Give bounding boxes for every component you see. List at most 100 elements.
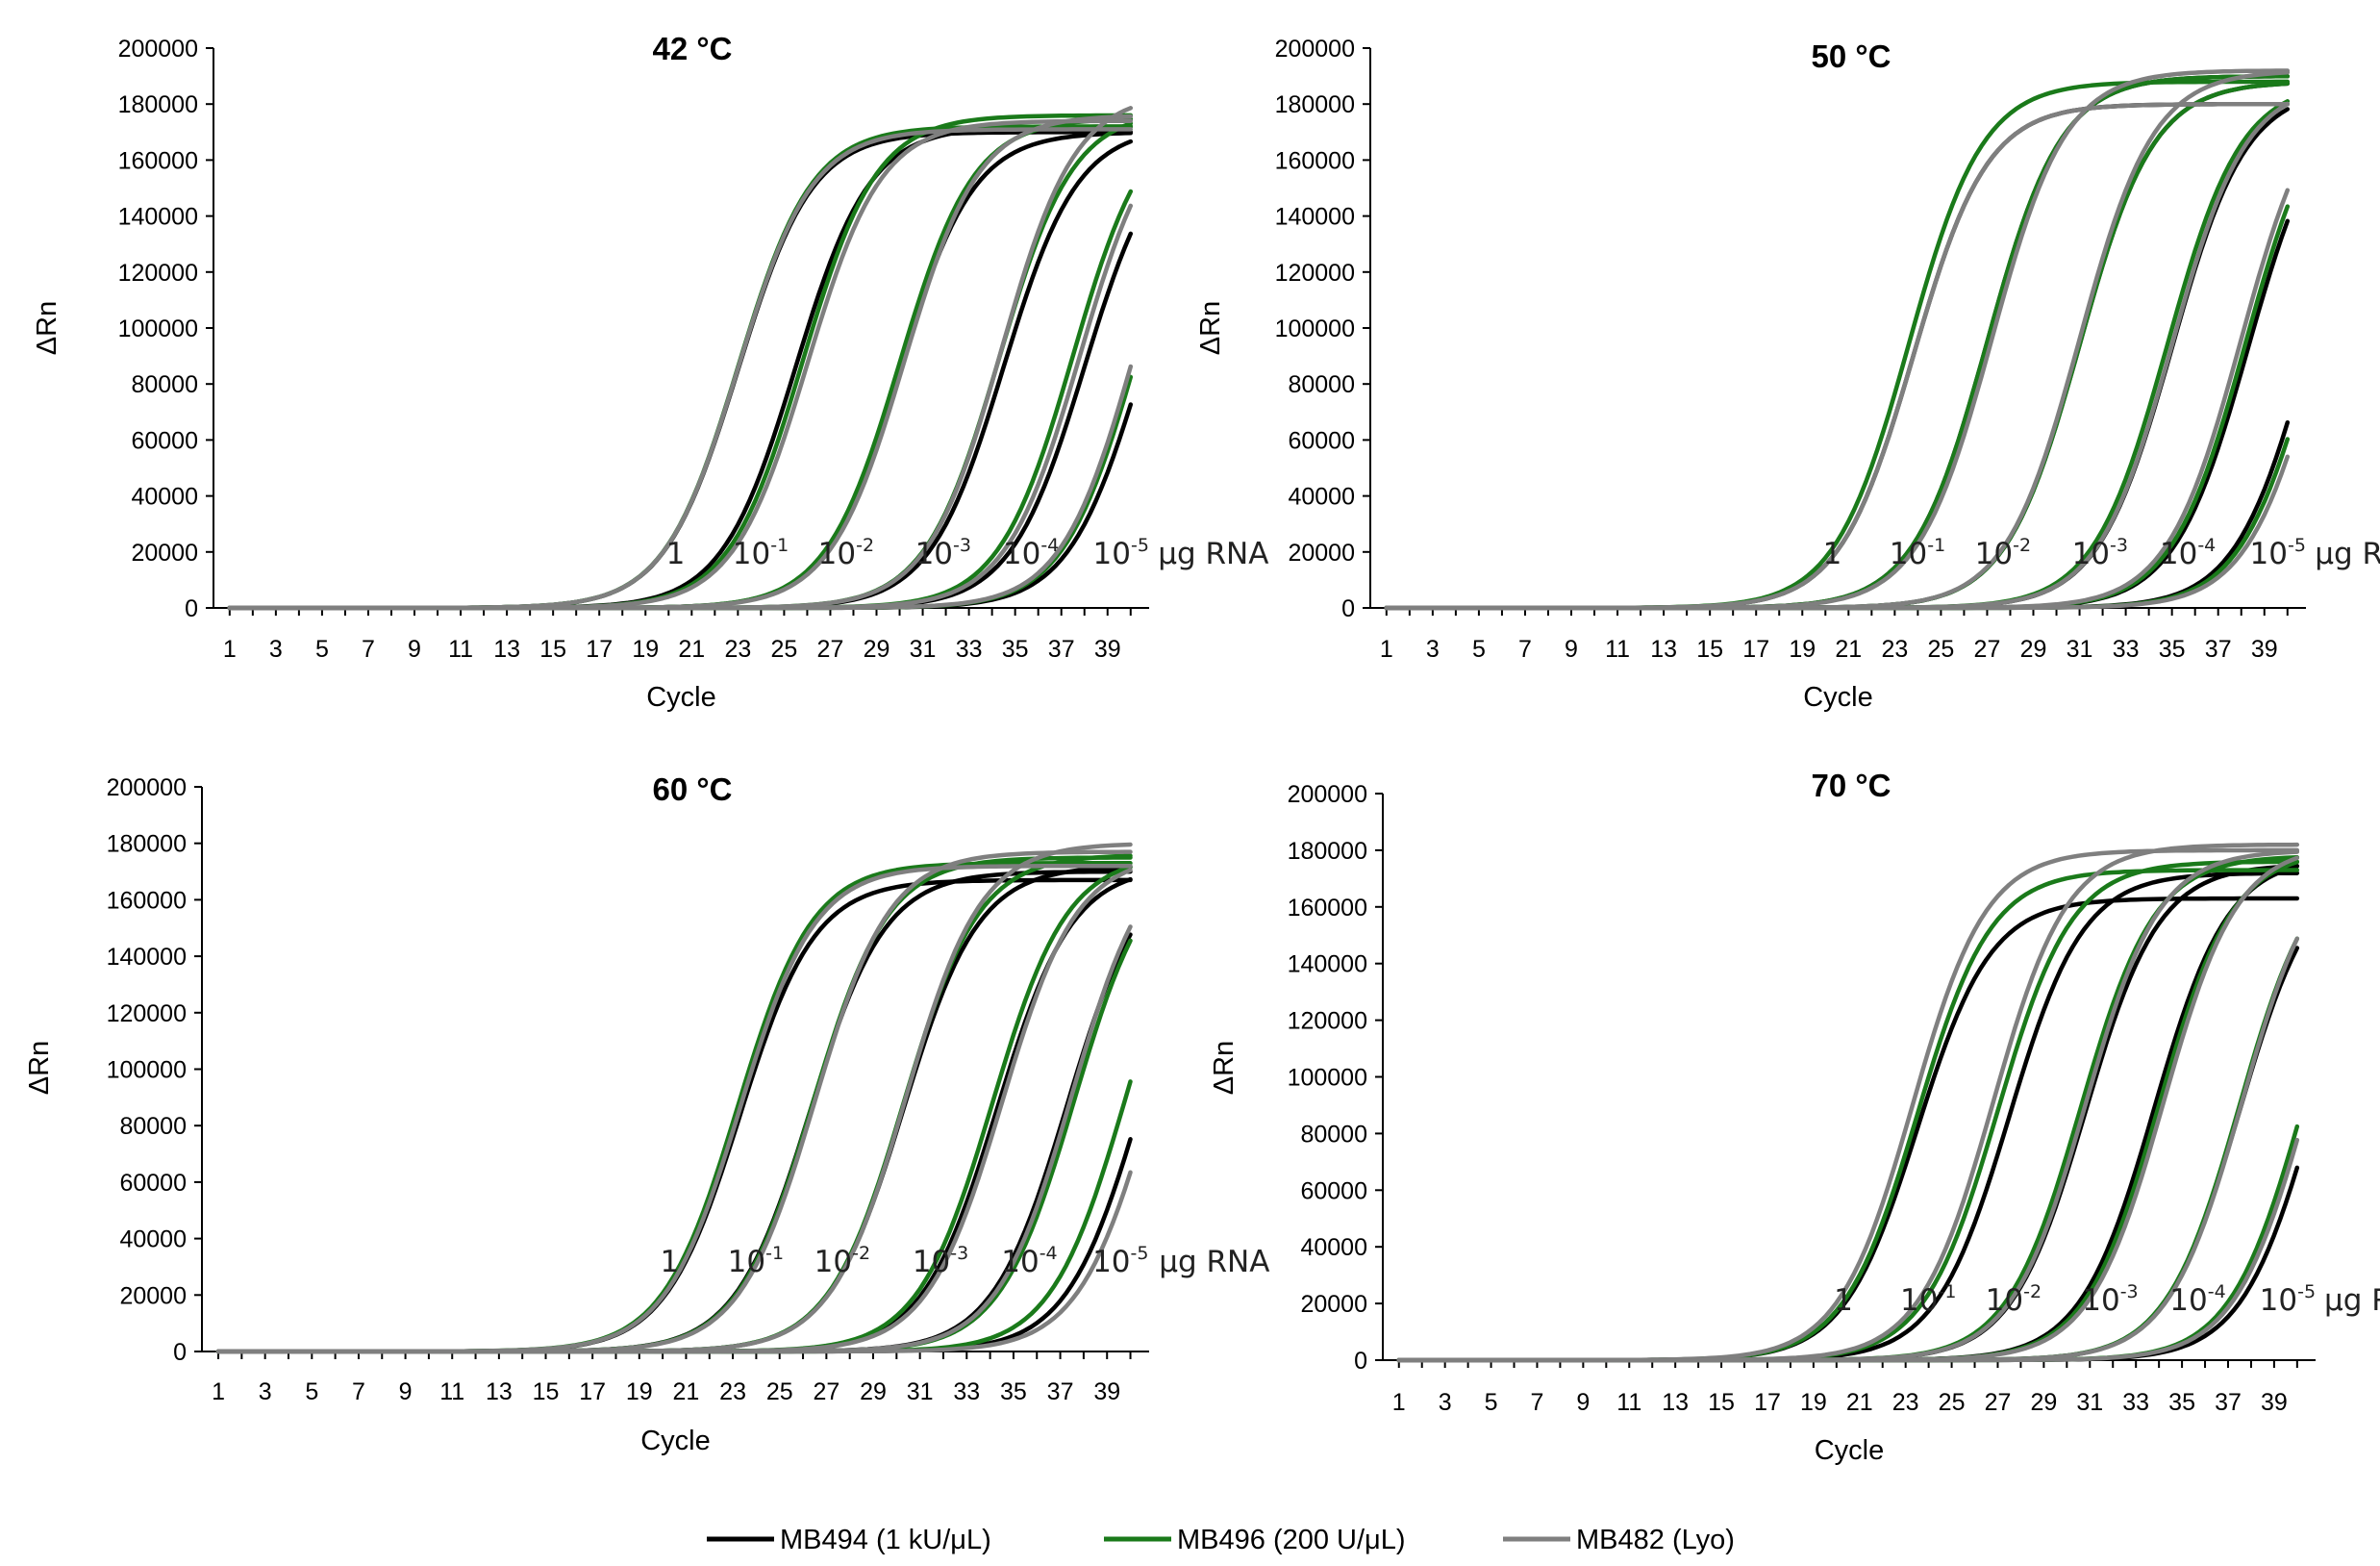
amplification-curve — [227, 374, 1134, 611]
x-tick-label: 7 — [1518, 636, 1532, 663]
y-tick-label: 100000 — [118, 316, 198, 342]
x-tick-label: 25 — [1939, 1389, 1966, 1416]
amplification-curve — [1384, 419, 2291, 611]
concentration-label: 1 — [666, 537, 686, 571]
y-tick-label: 120000 — [118, 260, 198, 287]
x-tick-label: 19 — [626, 1378, 653, 1405]
amplification-curve — [227, 364, 1134, 611]
y-axis-title: ΔRn — [1195, 301, 1226, 355]
concentration-label: 1 — [661, 1245, 680, 1279]
concentration-labels: 1 10-1 10-2 10-3 10-4 10-5 μg RNA — [1823, 535, 2380, 571]
y-tick-label: 80000 — [1288, 371, 1355, 398]
x-tick-label: 5 — [315, 636, 329, 663]
unit-label: μg RNA — [2315, 537, 2380, 571]
y-axis-title: ΔRn — [32, 301, 63, 355]
x-tick-label: 31 — [907, 1378, 934, 1405]
series-2 — [227, 113, 1134, 611]
x-tick-label: 39 — [1093, 1378, 1120, 1405]
x-tick-label: 1 — [212, 1378, 225, 1405]
y-tick-label: 100000 — [1288, 1065, 1367, 1092]
y-tick-label: 200000 — [1288, 781, 1367, 808]
amplification-curve — [1396, 1165, 2300, 1363]
amplification-curve — [227, 402, 1134, 611]
amplification-curve — [1396, 1137, 2300, 1363]
concentration-label: 10-5 — [1093, 535, 1149, 571]
concentration-label: 10-1 — [728, 1243, 784, 1279]
series-2 — [1384, 74, 2291, 611]
y-tick-label: 80000 — [131, 371, 198, 398]
x-tick-label: 7 — [1531, 1389, 1544, 1416]
concentration-label: 10-1 — [1900, 1281, 1956, 1318]
concentration-label: 10-4 — [2160, 535, 2216, 571]
y-tick-label: 40000 — [119, 1226, 187, 1253]
legend-label: MB496 (200 U/μL) — [1177, 1525, 1406, 1555]
amplification-curve — [1384, 101, 2291, 611]
x-tick-label: 9 — [408, 636, 421, 663]
amplification-curve — [1384, 68, 2291, 611]
x-tick-label: 35 — [2168, 1389, 2195, 1416]
x-tick-label: 23 — [1881, 636, 1908, 663]
y-tick-label: 100000 — [107, 1057, 187, 1084]
x-axis-title: Cycle — [640, 1426, 711, 1456]
legend-item-1: MB494 (1 kU/μL) — [707, 1525, 991, 1555]
y-tick-label: 140000 — [107, 944, 187, 971]
series-3 — [215, 842, 1133, 1354]
x-tick-label: 21 — [678, 636, 705, 663]
y-tick-label: 200000 — [107, 774, 187, 801]
y-tick-label: 0 — [185, 595, 198, 622]
x-tick-label: 29 — [2020, 636, 2047, 663]
x-tick-label: 3 — [259, 1378, 272, 1405]
concentration-label: 10-3 — [913, 1243, 968, 1279]
y-axis-title: ΔRn — [24, 1041, 55, 1095]
amplification-curve — [1384, 70, 2291, 611]
x-tick-label: 17 — [579, 1378, 606, 1405]
x-tick-label: 31 — [2076, 1389, 2103, 1416]
y-tick-label: 180000 — [1288, 838, 1367, 865]
series-1 — [1384, 74, 2291, 611]
x-tick-label: 3 — [1439, 1389, 1452, 1416]
x-tick-label: 27 — [817, 636, 844, 663]
y-tick-label: 60000 — [119, 1170, 187, 1197]
amplification-curve — [1384, 101, 2291, 611]
amplification-curve — [1396, 1124, 2300, 1363]
legend-item-3: MB482 (Lyo) — [1503, 1525, 1735, 1555]
x-tick-label: 15 — [1696, 636, 1723, 663]
legend-label: MB482 (Lyo) — [1576, 1525, 1735, 1555]
x-tick-label: 13 — [486, 1378, 513, 1405]
x-axis-title: Cycle — [1815, 1435, 1885, 1466]
panel-title: 60 °C — [653, 771, 733, 807]
x-tick-label: 17 — [1742, 636, 1769, 663]
concentration-label: 10-2 — [814, 1243, 870, 1279]
concentration-label: 10-3 — [2082, 1281, 2138, 1318]
x-tick-label: 15 — [1708, 1389, 1735, 1416]
concentration-label: 10-5 — [1092, 1243, 1148, 1279]
concentration-label: 10-4 — [1001, 1243, 1057, 1279]
concentration-label: 1 — [1834, 1283, 1853, 1318]
concentration-label: 10-4 — [2169, 1281, 2225, 1318]
y-tick-label: 20000 — [131, 540, 198, 567]
x-tick-label: 25 — [771, 636, 798, 663]
concentration-label: 10-1 — [1890, 535, 1945, 571]
unit-label: μg RNA — [1159, 1245, 1269, 1279]
x-tick-label: 3 — [269, 636, 283, 663]
panel-title: 70 °C — [1812, 768, 1891, 803]
x-tick-label: 39 — [2261, 1389, 2288, 1416]
x-tick-label: 29 — [864, 636, 890, 663]
y-tick-label: 20000 — [1300, 1291, 1367, 1318]
y-tick-label: 120000 — [1288, 1008, 1367, 1035]
y-tick-label: 40000 — [1288, 484, 1355, 511]
y-axis-title: ΔRn — [1209, 1041, 1240, 1095]
x-tick-label: 35 — [1002, 636, 1029, 663]
x-tick-label: 27 — [813, 1378, 839, 1405]
y-tick-label: 180000 — [118, 91, 198, 118]
panel-title: 42 °C — [653, 31, 733, 66]
x-tick-label: 19 — [632, 636, 659, 663]
x-axis-title: Cycle — [1803, 682, 1873, 713]
x-tick-label: 9 — [399, 1378, 413, 1405]
series-3 — [1384, 68, 2291, 611]
x-tick-label: 37 — [1048, 636, 1075, 663]
concentration-label: 10-2 — [818, 535, 874, 571]
amplification-curve — [227, 106, 1134, 611]
x-tick-label: 19 — [1789, 636, 1816, 663]
y-tick-label: 60000 — [131, 427, 198, 454]
